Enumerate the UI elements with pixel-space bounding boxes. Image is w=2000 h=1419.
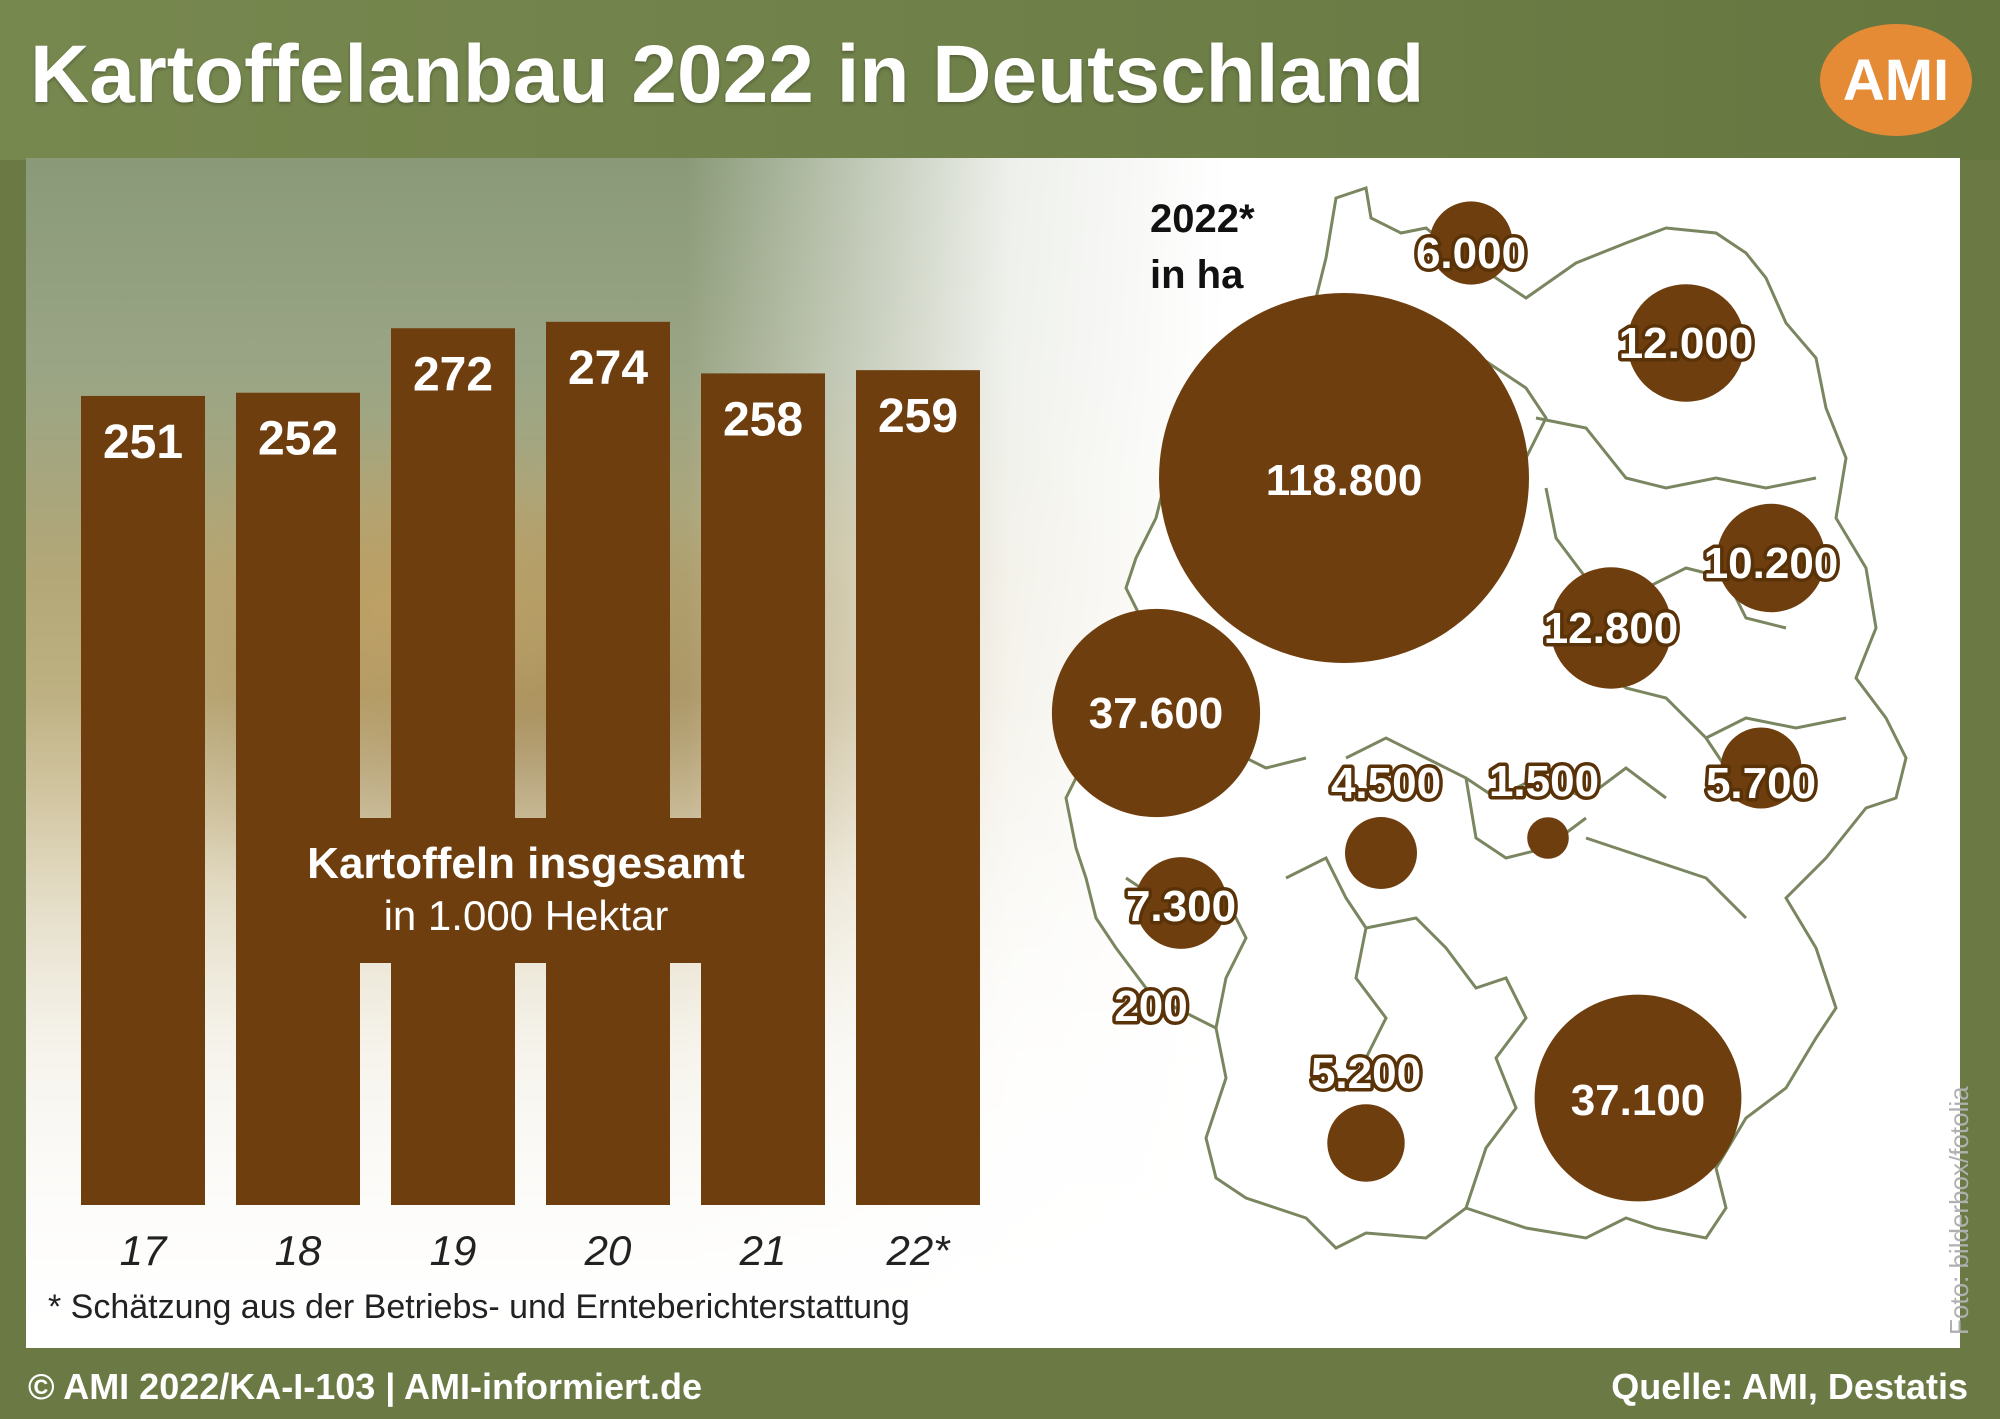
bar-chart: 251 17 252 18 272 19 274 20 258 21 259 22* Kartoffel… <box>81 321 980 1274</box>
x-tick-label: 21 <box>739 1227 787 1274</box>
region-value-label: 118.800 <box>1266 456 1423 505</box>
footer-copyright: © AMI 2022/KA-I-103 | AMI-informiert.de <box>28 1366 703 1407</box>
region-value-label: 5.700 <box>1706 759 1816 808</box>
region-value-label: 4.500 <box>1331 759 1441 808</box>
region-bubble <box>1627 284 1745 402</box>
photo-credit: Foto: bilderbox/fotolia <box>1944 1086 1974 1335</box>
bar-19 <box>391 328 515 1206</box>
bar-value-label: 259 <box>878 390 958 443</box>
x-tick-label: 17 <box>120 1227 168 1274</box>
charts-svg: 251 17 252 18 272 19 274 20 258 21 259 22* Kartoffel… <box>81 186 1908 1274</box>
region-value-label: 200 <box>1114 982 1187 1031</box>
region-value-label: 12.800 <box>1544 604 1679 653</box>
region-value-label: 7.300 <box>1126 882 1236 931</box>
bar-value-label: 272 <box>413 348 493 401</box>
region-value-label: 6.000 <box>1416 229 1526 278</box>
region-value-label: 1.500 <box>1489 757 1599 806</box>
ami-logo: AMI <box>1820 24 1972 136</box>
logo-text: AMI <box>1842 47 1950 113</box>
region-bubble <box>1345 817 1417 889</box>
x-tick-label: 20 <box>584 1227 632 1274</box>
region-bubble <box>1534 994 1742 1202</box>
bar-21 <box>701 373 825 1205</box>
bar-17 <box>81 395 205 1205</box>
region-bubble <box>1550 567 1672 689</box>
region-value-label: 12.000 <box>1619 319 1754 368</box>
page-title: Kartoffelanbau 2022 in Deutschland <box>30 29 1425 120</box>
chart-title: Kartoffeln insgesamt <box>307 839 745 888</box>
bar-20 <box>546 321 670 1206</box>
region-bubble <box>1429 201 1513 285</box>
bar-22* <box>856 370 980 1205</box>
bar-18 <box>236 392 360 1206</box>
bar-value-label: 251 <box>103 416 183 469</box>
region-bubble <box>1327 1104 1405 1182</box>
region-bubble <box>1720 727 1802 809</box>
footer-source: Quelle: AMI, Destatis <box>1611 1366 1968 1407</box>
region-value-label: 37.100 <box>1571 1076 1706 1125</box>
region-value-label: 5.200 <box>1311 1049 1421 1098</box>
footnote: * Schätzung aus der Betriebs- und Ernteb… <box>48 1288 910 1326</box>
chart-label-band <box>360 818 701 963</box>
region-value-label: 37.600 <box>1089 689 1224 738</box>
region-bubble <box>1135 857 1227 949</box>
region-bubble <box>1716 503 1826 613</box>
bar-value-label: 258 <box>723 393 803 446</box>
map-subtitle: in ha <box>1150 253 1244 297</box>
map-title: 2022* <box>1150 197 1255 241</box>
header-band <box>0 0 2000 160</box>
region-bubble <box>1159 293 1529 663</box>
content-panel: 251 17 252 18 272 19 274 20 258 21 259 22* Kartoffel… <box>26 158 1960 1348</box>
x-tick-label: 19 <box>430 1227 477 1274</box>
region-bubble <box>1527 817 1569 859</box>
map-bubbles: 6.000 12.000 118.800 10.200 12.800 37.600 4.50… <box>1051 201 1842 1202</box>
region-bubble <box>1051 608 1261 818</box>
region-value-label: 10.200 <box>1704 539 1839 588</box>
x-tick-label: 18 <box>275 1227 322 1274</box>
bar-value-label: 252 <box>258 413 338 466</box>
chart-subtitle: in 1.000 Hektar <box>384 892 669 939</box>
bar-value-label: 274 <box>568 342 648 395</box>
x-tick-label: 22* <box>885 1227 951 1274</box>
